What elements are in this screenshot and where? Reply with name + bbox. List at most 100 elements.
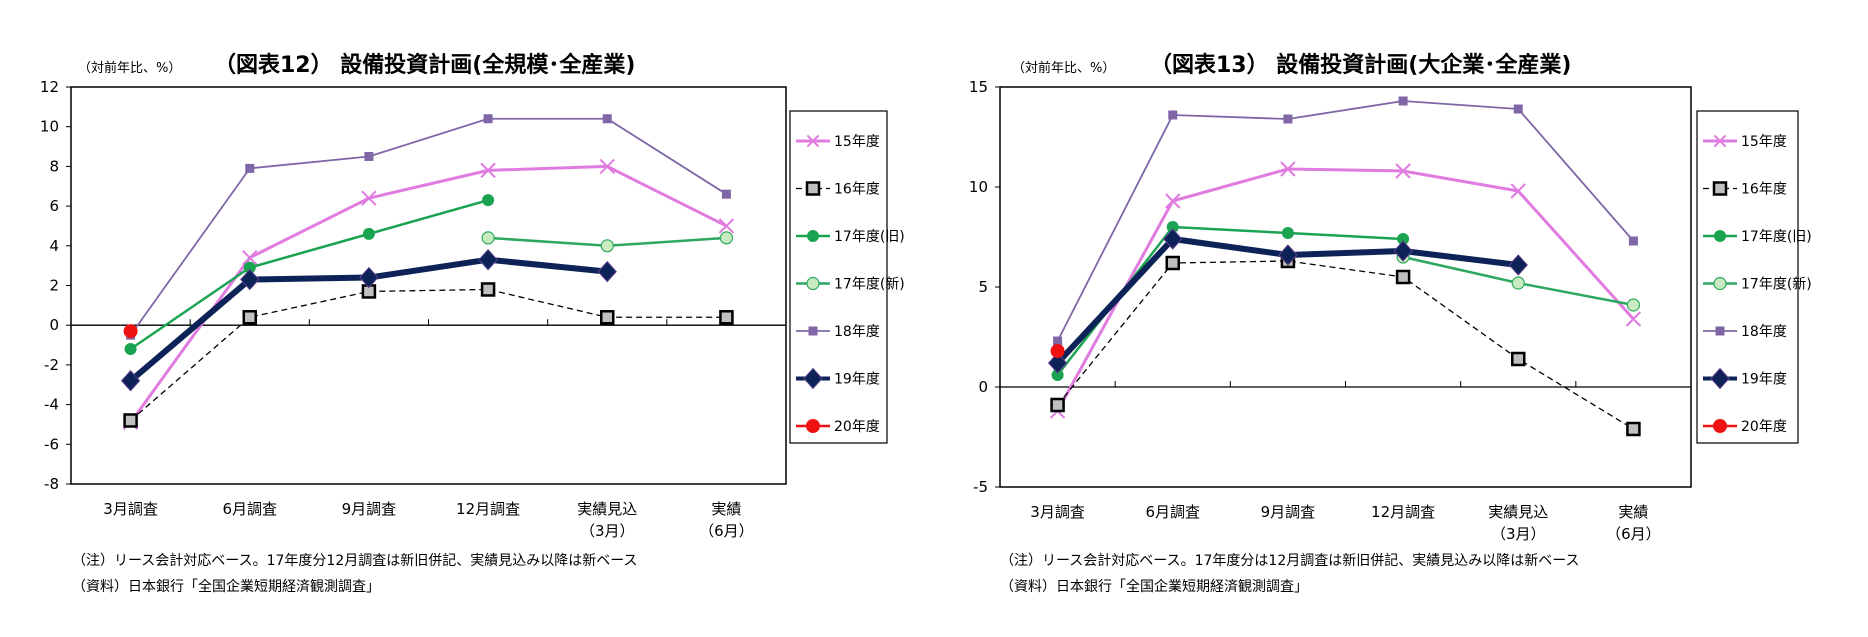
square-marker bbox=[245, 163, 255, 173]
dot-marker bbox=[1714, 230, 1726, 242]
square-marker bbox=[1165, 255, 1180, 271]
circle-marker bbox=[719, 231, 734, 245]
dot-marker bbox=[1713, 419, 1727, 433]
dot-marker bbox=[1281, 227, 1294, 239]
y-tick-label: -6 bbox=[44, 435, 59, 453]
x-marker bbox=[242, 250, 258, 266]
legend-label: 18年度 bbox=[1741, 324, 1787, 340]
dot-marker bbox=[482, 194, 495, 207]
chart-note: （注）リース会計対応ベース。17年度分12月調査は新旧併記、実績見込み以降は新ベ… bbox=[72, 552, 638, 569]
y-tick-label: 10 bbox=[40, 118, 59, 136]
diamond-marker bbox=[1393, 240, 1413, 262]
dot-marker bbox=[807, 230, 819, 242]
x-tick-label: 実績 bbox=[1618, 503, 1648, 521]
square-marker bbox=[1283, 114, 1293, 124]
square-marker bbox=[1715, 326, 1725, 336]
diamond-marker bbox=[803, 367, 823, 390]
square-marker bbox=[364, 151, 374, 161]
x-tick-label: （3月） bbox=[1491, 525, 1546, 543]
x-marker bbox=[361, 190, 377, 206]
dot-marker bbox=[1166, 221, 1179, 233]
circle-marker bbox=[806, 276, 820, 291]
legend-label: 16年度 bbox=[1741, 182, 1787, 198]
series-red bbox=[1050, 344, 1065, 358]
y-tick-label: 5 bbox=[978, 278, 988, 296]
x-marker bbox=[480, 162, 496, 179]
legend-box bbox=[1696, 110, 1799, 444]
circle-marker bbox=[600, 239, 614, 253]
circle-marker bbox=[1626, 298, 1641, 312]
x-tick-label: （3月） bbox=[580, 522, 635, 540]
series-line bbox=[129, 164, 728, 424]
x-tick-label: 6月調査 bbox=[1145, 503, 1200, 521]
x-tick-label: 9月調査 bbox=[1261, 503, 1316, 521]
y-tick-label: -4 bbox=[44, 396, 59, 414]
square-marker bbox=[483, 114, 493, 124]
square-marker bbox=[1511, 351, 1526, 367]
x-marker bbox=[1713, 134, 1727, 148]
series-line bbox=[1057, 260, 1634, 430]
plot-area bbox=[70, 86, 787, 485]
diamond-marker bbox=[1163, 228, 1183, 250]
x-marker bbox=[1625, 311, 1642, 327]
x-tick-label: 12月調査 bbox=[1371, 503, 1435, 521]
legend-label: 20年度 bbox=[1741, 419, 1787, 435]
diamond-marker bbox=[478, 248, 498, 271]
plot-area bbox=[999, 86, 1692, 488]
square-marker bbox=[1712, 181, 1728, 196]
circle-marker bbox=[1713, 276, 1727, 291]
diamond-marker bbox=[1278, 244, 1298, 266]
chart-title: （図表13） 設備投資計画(大企業･全産業) bbox=[1150, 52, 1571, 78]
square-marker bbox=[721, 189, 731, 199]
diamond-marker bbox=[1047, 352, 1068, 374]
square-marker bbox=[1395, 269, 1411, 285]
dot-marker bbox=[1397, 233, 1410, 245]
series-purplesq bbox=[1053, 96, 1638, 346]
series-line bbox=[130, 288, 727, 421]
diamond-marker bbox=[1710, 367, 1730, 390]
circle-marker bbox=[481, 231, 495, 245]
x-tick-label: 実績見込 bbox=[577, 500, 637, 518]
legend-label: 18年度 bbox=[834, 324, 880, 340]
y-tick-label: 8 bbox=[49, 157, 59, 175]
diamond-marker bbox=[240, 268, 260, 291]
y-axis-unit-label: （対前年比、%） bbox=[78, 60, 181, 76]
square-marker bbox=[602, 114, 612, 124]
series-navy bbox=[1047, 228, 1528, 374]
x-tick-label: （6月） bbox=[1606, 525, 1661, 543]
series-line bbox=[129, 117, 727, 336]
dot-marker bbox=[1051, 369, 1064, 381]
x-tick-label: 実績 bbox=[711, 500, 741, 518]
legend-label: 17年度(旧) bbox=[1741, 229, 1812, 245]
legend-label: 16年度 bbox=[834, 182, 880, 198]
legend-label: 15年度 bbox=[834, 134, 880, 150]
series-line bbox=[1056, 100, 1635, 342]
square-marker bbox=[242, 310, 257, 325]
diamond-marker bbox=[359, 266, 379, 289]
x-tick-label: （6月） bbox=[699, 522, 754, 540]
circle-marker bbox=[1511, 276, 1525, 290]
x-tick-label: 6月調査 bbox=[222, 500, 277, 518]
x-marker bbox=[718, 218, 735, 234]
x-marker bbox=[1510, 183, 1526, 199]
series-lightdot bbox=[481, 231, 734, 253]
dot-marker bbox=[124, 343, 137, 356]
y-tick-label: 6 bbox=[49, 197, 59, 215]
y-tick-label: 0 bbox=[49, 316, 59, 334]
legend-box bbox=[789, 110, 888, 444]
diamond-marker bbox=[1508, 254, 1528, 276]
y-tick-label: 10 bbox=[969, 178, 988, 196]
x-tick-label: 実績見込 bbox=[1488, 503, 1548, 521]
dot-marker bbox=[243, 261, 256, 274]
chart-note: （注）リース会計対応ベース。17年度分は12月調査は新旧併記、実績見込み以降は新… bbox=[1000, 552, 1580, 569]
x-marker bbox=[806, 134, 820, 148]
square-marker bbox=[600, 310, 615, 325]
y-tick-label: -2 bbox=[44, 356, 59, 374]
y-tick-label: 15 bbox=[969, 78, 988, 96]
dot-marker bbox=[1050, 344, 1065, 358]
y-tick-label: 0 bbox=[978, 378, 988, 396]
square-marker bbox=[719, 310, 734, 325]
square-marker bbox=[1053, 336, 1063, 346]
y-tick-label: 4 bbox=[49, 237, 59, 255]
